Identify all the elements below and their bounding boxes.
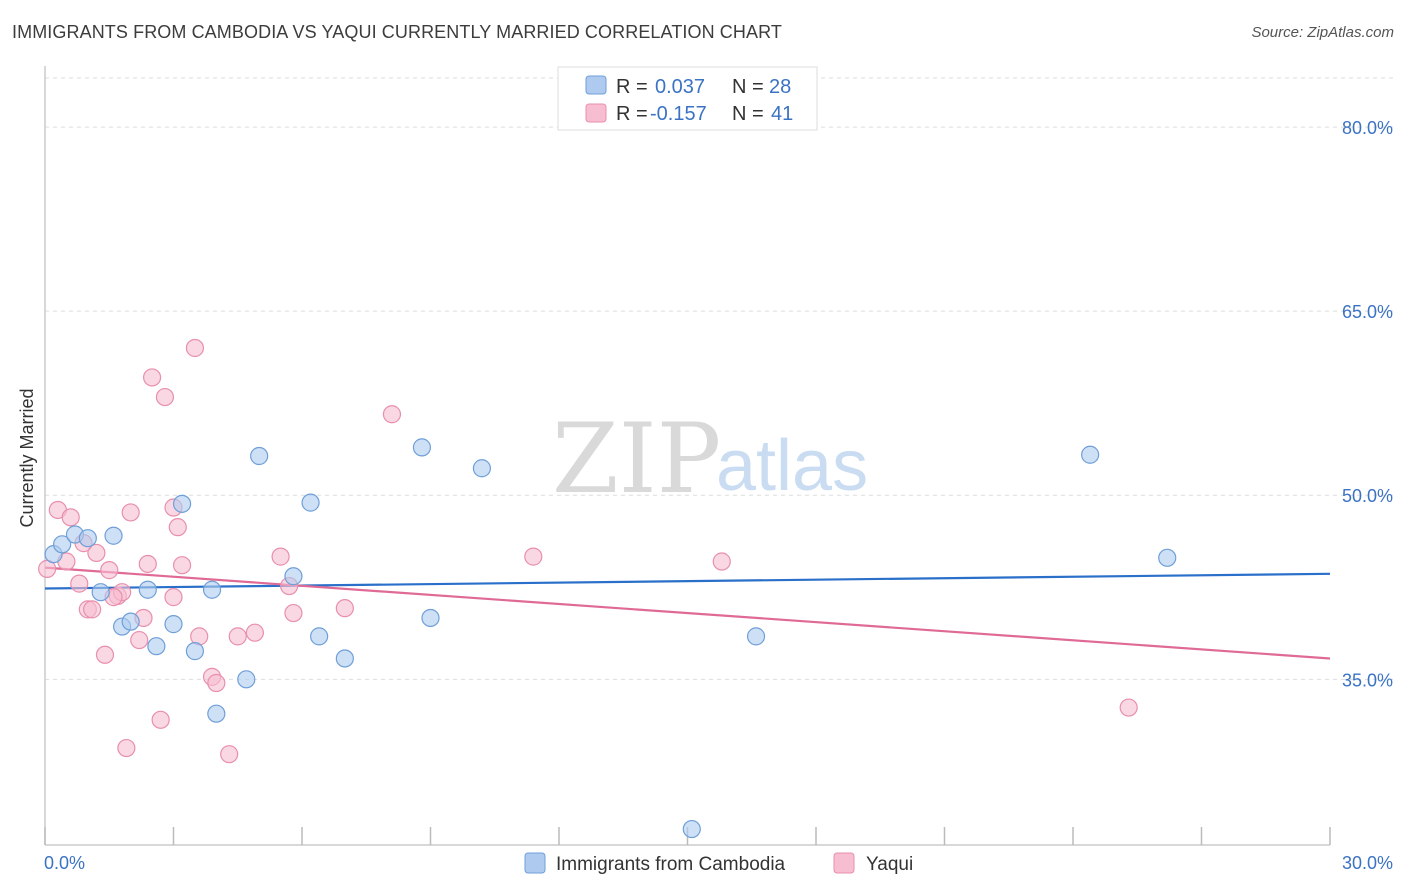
point-cambodia-27 bbox=[1158, 548, 1177, 567]
point-cambodia-26 bbox=[1081, 445, 1100, 464]
point-cambodia-24 bbox=[682, 819, 701, 839]
point-yaqui-6 bbox=[83, 600, 102, 619]
legend-r-value-1: 0.037 bbox=[655, 76, 705, 98]
point-cambodia-8 bbox=[138, 580, 157, 599]
point-yaqui-3 bbox=[61, 508, 80, 527]
trend-line-yaqui bbox=[44, 566, 1331, 660]
point-cambodia-3 bbox=[78, 529, 97, 548]
point-cambodia-25 bbox=[746, 627, 766, 646]
point-yaqui-24 bbox=[185, 338, 205, 358]
point-cambodia-23 bbox=[472, 459, 491, 478]
point-yaqui-30 bbox=[245, 623, 264, 642]
point-yaqui-38 bbox=[1119, 698, 1138, 717]
point-yaqui-29 bbox=[228, 627, 247, 646]
legend-n-label-1: N = bbox=[732, 76, 764, 98]
watermark-atlas: atlas bbox=[716, 426, 868, 506]
point-yaqui-23 bbox=[172, 556, 192, 575]
legend-n-value-2: 41 bbox=[771, 103, 793, 125]
x-tick-label-end: 30.0% bbox=[1342, 853, 1393, 873]
point-cambodia-14 bbox=[207, 704, 226, 723]
point-cambodia-4 bbox=[104, 526, 123, 545]
point-cambodia-5 bbox=[91, 583, 110, 602]
point-cambodia-9 bbox=[147, 637, 166, 656]
stats-legend: R = 0.037 N = 28 R = -0.157 N = 41 bbox=[557, 66, 818, 131]
point-yaqui-37 bbox=[712, 552, 731, 571]
point-cambodia-17 bbox=[284, 567, 303, 586]
chart-source: Source: ZipAtlas.com bbox=[1251, 24, 1394, 41]
point-yaqui-28 bbox=[220, 745, 239, 764]
point-yaqui-27 bbox=[207, 673, 226, 693]
point-yaqui-7 bbox=[87, 543, 106, 563]
point-yaqui-31 bbox=[271, 547, 290, 566]
data-points bbox=[38, 338, 1177, 839]
point-cambodia-21 bbox=[412, 438, 432, 457]
series-legend-label-yaqui: Yaqui bbox=[866, 854, 913, 875]
point-cambodia-22 bbox=[421, 608, 440, 628]
point-cambodia-12 bbox=[185, 642, 205, 661]
point-cambodia-10 bbox=[164, 615, 183, 634]
legend-r-value-2: -0.157 bbox=[650, 103, 707, 125]
point-cambodia-11 bbox=[172, 494, 192, 513]
legend-r-label-2: R = bbox=[616, 103, 648, 125]
y-axis-title: Currently Married bbox=[17, 388, 37, 527]
y-tick-label-50: 50.0% bbox=[1342, 486, 1393, 506]
point-yaqui-35 bbox=[382, 405, 402, 424]
point-cambodia-1 bbox=[53, 535, 72, 554]
point-yaqui-34 bbox=[335, 599, 354, 618]
point-yaqui-13 bbox=[121, 503, 140, 522]
chart-title: IMMIGRANTS FROM CAMBODIA VS YAQUI CURREN… bbox=[12, 22, 782, 42]
series-legend-swatch-cambodia bbox=[524, 852, 546, 874]
point-cambodia-15 bbox=[237, 670, 256, 689]
point-yaqui-19 bbox=[155, 387, 175, 407]
trend-line-cambodia bbox=[44, 572, 1331, 590]
point-yaqui-18 bbox=[151, 710, 170, 729]
point-cambodia-18 bbox=[301, 493, 320, 512]
point-cambodia-16 bbox=[250, 446, 269, 466]
point-yaqui-36 bbox=[524, 547, 543, 566]
legend-r-label-1: R = bbox=[616, 76, 648, 98]
gridlines bbox=[45, 77, 1393, 680]
axes bbox=[44, 66, 1331, 846]
point-yaqui-20 bbox=[164, 588, 183, 607]
legend-swatch-pink bbox=[585, 103, 607, 123]
point-yaqui-17 bbox=[142, 368, 162, 387]
legend-n-value-1: 28 bbox=[769, 76, 791, 98]
point-cambodia-7 bbox=[121, 612, 140, 631]
watermark-zip: ZIP bbox=[552, 403, 721, 515]
tick-labels: 35.0% 50.0% 65.0% 80.0% 0.0% 30.0% bbox=[44, 118, 1393, 873]
point-yaqui-16 bbox=[138, 554, 157, 574]
point-yaqui-14 bbox=[130, 630, 149, 650]
point-cambodia-20 bbox=[335, 649, 354, 668]
legend-n-label-2: N = bbox=[732, 103, 764, 125]
point-yaqui-12 bbox=[117, 738, 136, 758]
trend-lines bbox=[44, 566, 1331, 660]
point-yaqui-33 bbox=[284, 603, 303, 623]
point-cambodia-19 bbox=[310, 627, 329, 646]
series-legend-swatch-yaqui bbox=[833, 852, 855, 874]
point-cambodia-13 bbox=[202, 580, 222, 599]
y-tick-label-35: 35.0% bbox=[1342, 670, 1393, 690]
point-yaqui-8 bbox=[95, 645, 115, 664]
x-tick-label-start: 0.0% bbox=[44, 853, 85, 873]
point-yaqui-9 bbox=[100, 561, 119, 580]
legend-swatch-blue bbox=[585, 75, 607, 95]
series-legend: Immigrants from Cambodia Yaqui bbox=[524, 852, 913, 875]
y-tick-label-65: 65.0% bbox=[1342, 302, 1393, 322]
y-tick-label-80: 80.0% bbox=[1342, 118, 1393, 138]
point-yaqui-4 bbox=[70, 574, 89, 593]
series-legend-label-cambodia: Immigrants from Cambodia bbox=[556, 854, 786, 875]
point-yaqui-22 bbox=[168, 518, 187, 537]
